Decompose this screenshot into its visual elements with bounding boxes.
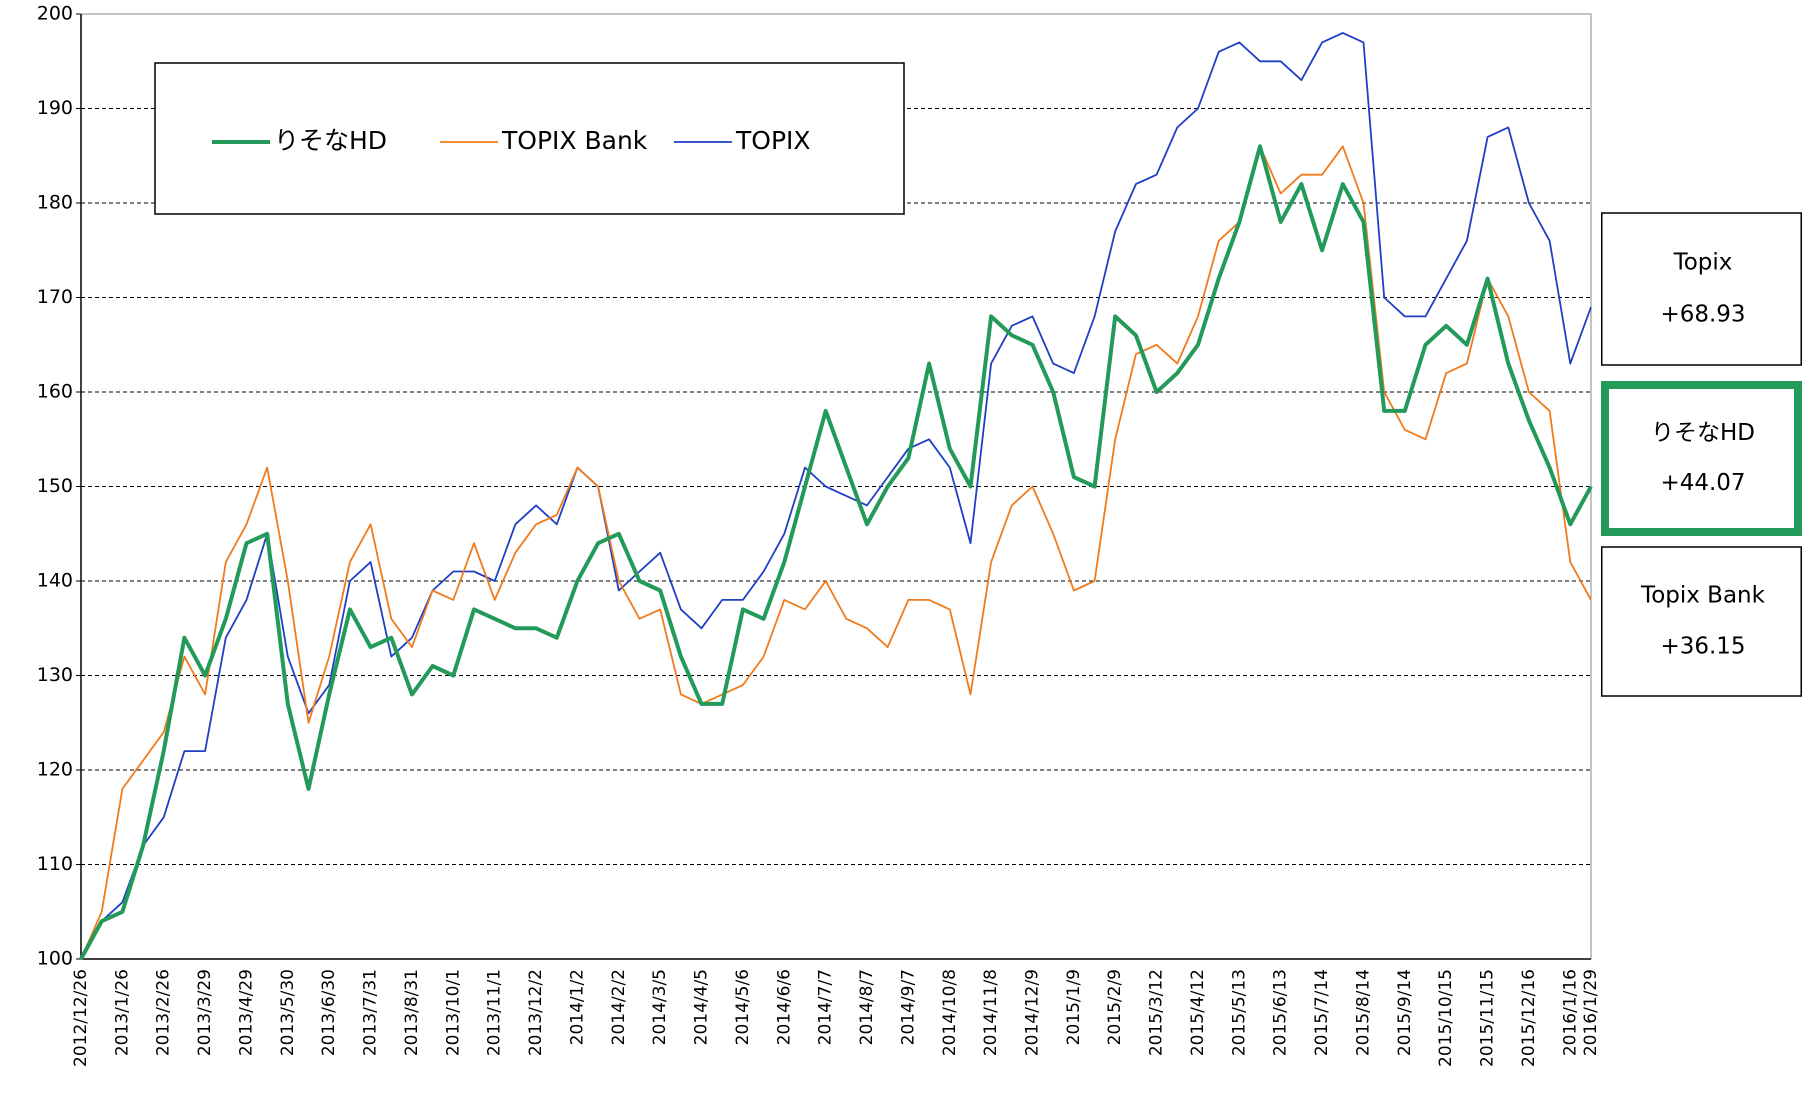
x-tick-label: 2015/10/15 <box>1436 969 1456 1067</box>
x-tick-label: 2015/3/12 <box>1147 969 1167 1056</box>
x-tick-label: 2013/12/2 <box>526 969 546 1056</box>
series-line <box>79 144 1593 960</box>
x-tick-label: 2016/1/16 <box>1560 969 1580 1056</box>
y-tick-label: 150 <box>37 475 73 497</box>
x-tick-label: 2016/1/29 <box>1581 969 1601 1056</box>
annotation-label: りそなHD <box>1651 420 1755 446</box>
x-tick-label: 2014/6/6 <box>774 969 794 1045</box>
x-tick-label: 2013/4/29 <box>236 969 256 1056</box>
annotation-value: +68.93 <box>1660 301 1745 327</box>
x-tick-label: 2015/9/14 <box>1395 969 1415 1056</box>
y-tick-label: 140 <box>37 570 73 592</box>
x-tick-label: 2012/12/26 <box>71 969 91 1067</box>
x-tick-label: 2014/4/5 <box>692 969 712 1045</box>
x-tick-label: 2015/7/14 <box>1312 969 1332 1056</box>
x-tick-label: 2013/8/31 <box>402 969 422 1056</box>
annotation-box <box>1601 212 1802 366</box>
y-tick-label: 100 <box>37 948 73 970</box>
x-tick-label: 2015/12/16 <box>1519 969 1539 1067</box>
y-tick-label: 130 <box>37 664 73 686</box>
y-tick-label: 180 <box>37 192 73 214</box>
x-tick-label: 2015/8/14 <box>1353 969 1373 1056</box>
y-tick-label: 200 <box>37 3 73 25</box>
y-tick-label: 160 <box>37 381 73 403</box>
annotation-box <box>1601 381 1802 536</box>
x-tick-label: 2013/6/30 <box>319 969 339 1056</box>
x-tick-label: 2015/11/15 <box>1478 969 1498 1067</box>
x-tick-label: 2014/10/8 <box>940 969 960 1056</box>
y-tick-label: 110 <box>37 853 73 875</box>
x-tick-label: 2015/6/13 <box>1271 969 1291 1056</box>
x-tick-label: 2013/2/26 <box>154 969 174 1056</box>
y-tick-label: 190 <box>37 97 73 119</box>
legend-label: TOPIX <box>735 126 811 155</box>
legend-label: TOPIX Bank <box>501 126 648 155</box>
x-tick-label: 2013/7/31 <box>361 969 381 1056</box>
annotation-label: Topix <box>1673 250 1733 276</box>
x-tick-label: 2014/7/7 <box>816 969 836 1045</box>
x-tick-label: 2013/10/1 <box>443 969 463 1056</box>
legend-box <box>154 62 905 215</box>
annotation-value: +44.07 <box>1660 470 1745 496</box>
x-tick-label: 2015/4/12 <box>1188 969 1208 1056</box>
x-tick-label: 2014/1/2 <box>567 969 587 1045</box>
legend-label: りそなHD <box>274 126 387 155</box>
x-tick-label: 2015/2/9 <box>1105 969 1125 1045</box>
x-tick-label: 2013/11/1 <box>485 969 505 1056</box>
annotation-label: Topix Bank <box>1640 583 1766 609</box>
series-line <box>80 32 1592 960</box>
series-line <box>80 145 1592 960</box>
annotation-box <box>1601 546 1802 697</box>
x-tick-label: 2014/2/2 <box>609 969 629 1045</box>
x-tick-label: 2014/9/7 <box>898 969 918 1045</box>
x-tick-label: 2013/3/29 <box>195 969 215 1056</box>
y-tick-label: 120 <box>37 759 73 781</box>
x-tick-label: 2014/12/9 <box>1023 969 1043 1056</box>
x-tick-label: 2014/5/6 <box>733 969 753 1045</box>
x-tick-label: 2015/1/9 <box>1064 969 1084 1045</box>
x-tick-label: 2014/8/7 <box>857 969 877 1045</box>
annotation-value: +36.15 <box>1660 633 1745 659</box>
x-tick-label: 2015/5/13 <box>1229 969 1249 1056</box>
x-tick-label: 2014/3/5 <box>650 969 670 1045</box>
x-tick-label: 2014/11/8 <box>981 969 1001 1056</box>
x-tick-label: 2013/5/30 <box>278 969 298 1056</box>
x-tick-label: 2013/1/26 <box>112 969 132 1056</box>
y-tick-label: 170 <box>37 286 73 308</box>
